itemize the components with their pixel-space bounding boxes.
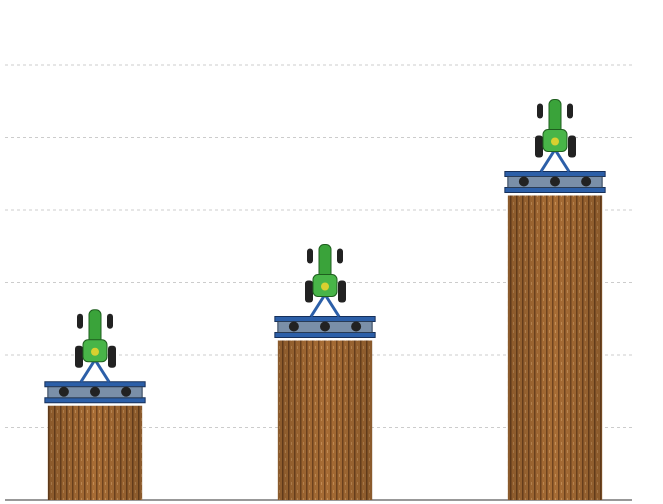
harrow-frame bbox=[274, 332, 376, 338]
bar-shade bbox=[277, 340, 373, 500]
harrow-wheel bbox=[58, 386, 69, 397]
hitch bbox=[539, 146, 571, 173]
harrow-wheel bbox=[550, 176, 560, 187]
harrow-wheel bbox=[518, 176, 529, 187]
bar-shade bbox=[47, 405, 143, 500]
seat bbox=[91, 347, 99, 356]
harrow-frame bbox=[44, 381, 146, 388]
tractor bbox=[274, 244, 376, 338]
rear-wheel bbox=[338, 280, 346, 303]
front-wheel bbox=[77, 313, 83, 329]
front-wheel bbox=[107, 313, 113, 329]
harrow-frame bbox=[504, 171, 606, 177]
front-wheel bbox=[337, 248, 343, 264]
tractor bbox=[504, 99, 606, 193]
rear-wheel bbox=[535, 135, 543, 158]
harrow-wheel bbox=[351, 321, 362, 332]
harrow-wheel bbox=[320, 321, 330, 332]
harrow-frame bbox=[44, 397, 146, 404]
front-wheel bbox=[567, 103, 573, 119]
bar-shade bbox=[507, 195, 603, 500]
front-wheel bbox=[537, 103, 543, 119]
harrow-frame bbox=[504, 187, 606, 193]
rear-wheel bbox=[305, 280, 313, 303]
front-wheel bbox=[307, 248, 313, 264]
harrow-wheel bbox=[90, 386, 100, 397]
hitch bbox=[79, 356, 111, 383]
harrow-wheel bbox=[121, 386, 132, 397]
rear-wheel bbox=[108, 345, 116, 368]
harrow-wheel bbox=[581, 176, 592, 187]
seat bbox=[321, 282, 329, 291]
harrow-wheel bbox=[288, 321, 299, 332]
tractor bbox=[44, 309, 146, 404]
seat bbox=[551, 137, 559, 146]
hitch bbox=[309, 291, 341, 318]
rear-wheel bbox=[75, 345, 83, 368]
rear-wheel bbox=[568, 135, 576, 158]
harrow-frame bbox=[274, 316, 376, 322]
